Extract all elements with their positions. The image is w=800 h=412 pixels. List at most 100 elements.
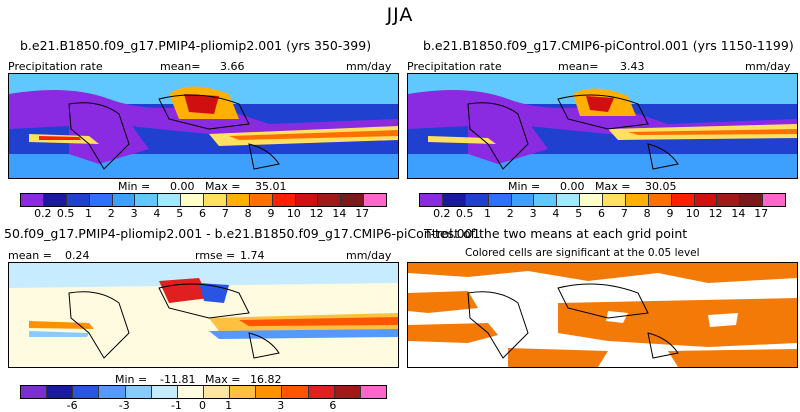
panel2-colorbar-swatch	[488, 194, 512, 206]
panel2-colorbar-swatch	[580, 194, 603, 206]
panel1-colorbar-tick-label: 0.2	[34, 207, 52, 220]
panel4-title: T-test of the two means at each grid poi…	[424, 226, 688, 241]
panel1-colorbar-swatch	[158, 194, 182, 206]
panel2-colorbar-tick-label: 6	[598, 207, 605, 220]
panel1-max-label: Max =	[205, 180, 241, 193]
panel1-colorbar-swatch	[89, 194, 113, 206]
panel2-colorbar-tick-label: 14	[731, 207, 746, 220]
panel1-colorbar-tick-label: 1	[84, 207, 92, 220]
panel2-colorbar-swatch	[717, 194, 741, 206]
panel2-colorbar-tick-label: 0.2	[433, 207, 451, 220]
panel1-colorbar-swatch	[341, 194, 365, 206]
panel2-colorbar-swatch	[671, 194, 695, 206]
panel2-max: 30.05	[645, 180, 677, 193]
panel2-colorbar-tick-label: 12	[708, 207, 723, 220]
panel1-colorbar-tick-label: 6	[199, 207, 206, 220]
panel2-colorbar	[419, 193, 786, 207]
panel1-variable: Precipitation rate	[8, 60, 103, 73]
panel3-colorbar-swatch	[125, 386, 152, 398]
panel1-mean: 3.66	[220, 60, 245, 73]
panel3-colorbar-tick-label: 6	[329, 399, 337, 412]
panel2-colorbar-tick-label: 7	[620, 207, 628, 220]
panel1-colorbar-swatch	[204, 194, 227, 206]
panel1-colorbar	[20, 193, 387, 207]
panel2-title: b.e21.B1850.f09_g17.CMIP6-piControl.001 …	[423, 38, 794, 53]
panel2-colorbar-swatch	[442, 194, 466, 206]
panel2-colorbar-swatch	[648, 194, 672, 206]
panel2-colorbar-swatch	[534, 194, 558, 206]
panel3-colorbar-tick-label: -1	[170, 399, 182, 412]
panel2-colorbar-tick-label: 5	[575, 207, 583, 220]
panel2-colorbar-tick-label: 4	[552, 207, 560, 220]
panel3-colorbar-swatch	[308, 386, 335, 398]
panel1-colorbar-tick-label: 10	[286, 207, 301, 220]
panel1-colorbar-tick-label: 2	[107, 207, 115, 220]
panel3-colorbar-swatch	[99, 386, 126, 398]
panel3-colorbar-swatch	[360, 386, 386, 398]
panel3-colorbar-swatch	[230, 386, 257, 398]
panel2-colorbar-swatch	[625, 194, 649, 206]
panel1-colorbar-swatch	[249, 194, 273, 206]
panel1-colorbar-tick-label: 4	[153, 207, 161, 220]
panel2-colorbar-tick-label: 9	[666, 207, 674, 220]
panel3-colorbar-swatch	[282, 386, 309, 398]
panel3-colorbar-tick-label: 3	[277, 399, 285, 412]
panel3-colorbar-swatch	[151, 386, 178, 398]
season-title: JJA	[386, 4, 414, 26]
panel3-colorbar-swatch	[73, 386, 100, 398]
panel1-colorbar-swatch	[318, 194, 342, 206]
panel1-mean-label: mean=	[160, 60, 201, 73]
panel2-colorbar-swatch	[763, 194, 785, 206]
panel2-colorbar-tick-label: 17	[754, 207, 769, 220]
panel1-colorbar-swatch	[21, 194, 44, 206]
panel3-mean: 0.24	[65, 249, 90, 262]
panel3-min: -11.81	[160, 373, 196, 386]
panel2-colorbar-swatch	[694, 194, 718, 206]
panel2-colorbar-tick-label: 0.5	[455, 207, 474, 220]
panel1-colorbar-tick-label: 9	[267, 207, 275, 220]
panel1-colorbar-tick-label: 8	[244, 207, 252, 220]
panel2-max-label: Max =	[595, 180, 631, 193]
panel2-variable: Precipitation rate	[407, 60, 502, 73]
panel1-map	[8, 73, 399, 179]
panel3-max-label: Max =	[205, 373, 241, 386]
panel1-colorbar-tick-label: 17	[355, 207, 370, 220]
panel1-colorbar-tick-label: 0.5	[56, 207, 75, 220]
panel2-colorbar-ticks: 0.2 0.5 1 2 3 4 5 6 7 8 9 10 12 14 17	[419, 207, 786, 221]
panel3-mean-label: mean =	[8, 249, 52, 262]
panel1-min-label: Min =	[118, 180, 151, 193]
panel2-colorbar-swatch	[420, 194, 443, 206]
panel1-colorbar-tick-label: 12	[309, 207, 324, 220]
panel3-units: mm/day	[346, 249, 392, 262]
panel3-colorbar-tick-label: 0	[199, 399, 206, 412]
panel2-colorbar-swatch	[740, 194, 764, 206]
panel1-colorbar-swatch	[135, 194, 159, 206]
panel2-min: 0.00	[560, 180, 585, 193]
panel3-title: 50.f09_g17.PMIP4-pliomip2.001 - b.e21.B1…	[4, 226, 481, 241]
panel2-colorbar-tick-label: 8	[643, 207, 651, 220]
panel1-colorbar-tick-label: 5	[176, 207, 184, 220]
panel3-map	[8, 262, 399, 368]
panel3-colorbar-swatch	[203, 386, 231, 398]
panel3-colorbar-swatch	[177, 386, 204, 398]
panel1-max: 35.01	[255, 180, 287, 193]
panel2-colorbar-tick-label: 3	[529, 207, 537, 220]
panel2-mean: 3.43	[620, 60, 645, 73]
panel3-colorbar-tick-label: -6	[66, 399, 78, 412]
panel2-colorbar-tick-label: 1	[483, 207, 491, 220]
panel2-colorbar-swatch	[511, 194, 535, 206]
panel3-colorbar-tick-label: 1	[225, 399, 233, 412]
panel2-units: mm/day	[745, 60, 791, 73]
panel2-colorbar-tick-label: 10	[685, 207, 700, 220]
panel2-min-label: Min =	[508, 180, 541, 193]
panel3-colorbar	[20, 385, 387, 399]
panel1-colorbar-swatch	[226, 194, 250, 206]
panel1-colorbar-tick-label: 3	[130, 207, 138, 220]
panel2-colorbar-swatch	[465, 194, 489, 206]
panel3-colorbar-swatch	[21, 386, 48, 398]
panel3-colorbar-swatch	[334, 386, 361, 398]
panel1-colorbar-tick-label: 14	[332, 207, 347, 220]
panel1-units: mm/day	[346, 60, 392, 73]
panel3-colorbar-tick-label: -3	[118, 399, 130, 412]
panel1-colorbar-swatch	[112, 194, 136, 206]
